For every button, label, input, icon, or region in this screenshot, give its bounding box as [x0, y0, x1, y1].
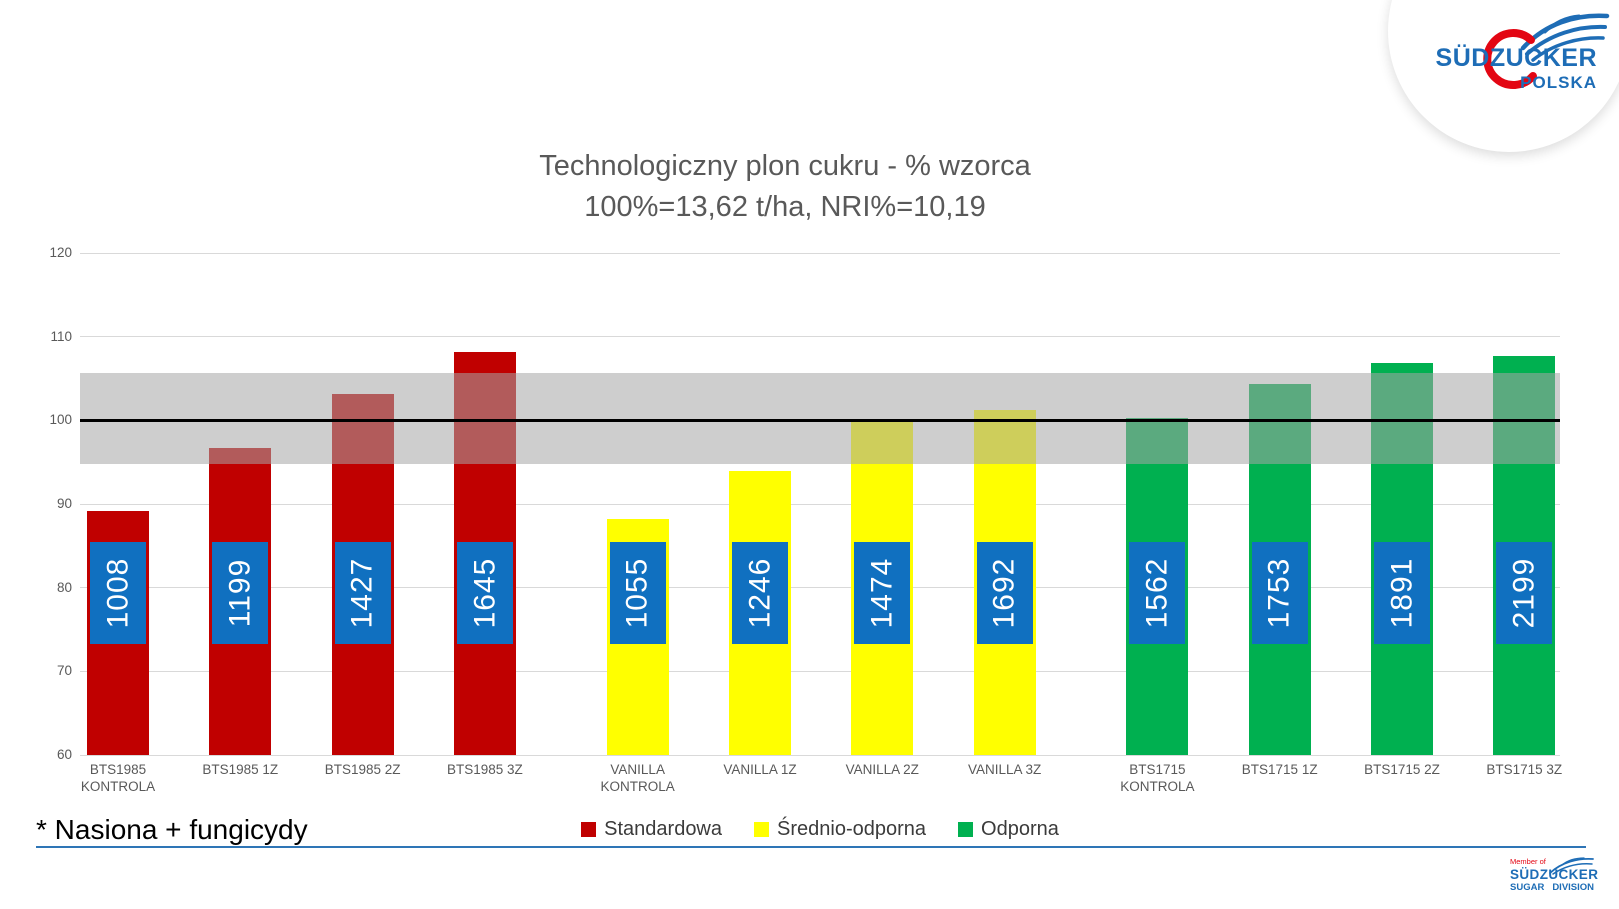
bar-value-label: 1055 — [609, 541, 666, 644]
y-axis-tick-label: 60 — [56, 747, 72, 762]
plot-area: 60 70 80 90 100 110 120 1008 BTS1985 KONTROLA 1199… — [49, 245, 1562, 794]
bar-value-label: 1474 — [854, 541, 911, 644]
bar-value-label: 1891 — [1374, 541, 1430, 644]
bar-value-text: 1008 — [101, 557, 134, 629]
gridline — [80, 754, 1560, 756]
gridline — [80, 336, 1560, 338]
bar-value-label: 1562 — [1129, 541, 1186, 644]
logo-brand-text: SÜDZUCKER — [1435, 44, 1597, 72]
legend-swatch — [581, 822, 597, 837]
x-axis-category-label: BTS1985 KONTROLA — [80, 762, 156, 794]
gridline — [80, 503, 1560, 505]
legend-item: Średnio-odporna — [754, 818, 926, 841]
x-axis-category-label: BTS1715 2Z — [1364, 762, 1440, 777]
y-axis-tick-label: 110 — [50, 328, 72, 344]
bar-value-label: 1753 — [1251, 541, 1308, 644]
sudzucker-sugar-division-logo: Member of SÜDZUCKER SUGAR DIVISION — [1502, 857, 1599, 905]
division-row: SUGAR DIVISION — [1510, 882, 1594, 893]
logo-brand-text-small: SÜDZUCKER — [1510, 867, 1599, 882]
y-axis-tick-label: 120 — [49, 245, 72, 260]
bar-value-label: 2199 — [1496, 541, 1553, 644]
bar-value-text: 1246 — [743, 557, 776, 629]
x-axis-category-label: BTS1985 2Z — [324, 762, 401, 777]
gridline — [80, 587, 1560, 589]
chart-title-line1: Technologiczny plon cukru - % wzorca — [539, 150, 1031, 182]
legend-label: Średnio-odporna — [777, 818, 927, 840]
x-axis-category-label: VANILLA KONTROLA — [600, 762, 675, 794]
wheat-and-swoosh-icon — [1483, 13, 1610, 89]
bar-value-label: 1008 — [90, 541, 146, 644]
gridline — [80, 670, 1560, 672]
x-axis-category-label: VANILLA 1Z — [723, 762, 797, 777]
legend: Standardowa Średnio-odporna Odporna — [80, 818, 1560, 841]
y-axis-tick-label: 100 — [49, 412, 72, 428]
division-right-text: DIVISION — [1552, 882, 1595, 893]
bar-value-label: 1246 — [732, 541, 788, 644]
footnote: * Nasiona + fungicydy — [36, 814, 308, 845]
bar-value-text: 1199 — [223, 558, 257, 627]
legend-label: Standardowa — [604, 818, 723, 840]
sudzucker-polska-logo: SÜDZUCKER POLSKA — [1395, 6, 1615, 116]
bar-value-text: 1891 — [1385, 557, 1418, 629]
bar-value-text: 1645 — [467, 557, 501, 629]
legend-swatch — [958, 822, 974, 837]
bar-value-label: 1692 — [976, 541, 1033, 644]
division-left-text: SUGAR — [1510, 882, 1545, 893]
x-axis-category-label: VANILLA 3Z — [967, 762, 1042, 777]
y-axis-tick-label: 70 — [56, 663, 72, 679]
member-of-text: Member of — [1510, 857, 1546, 866]
legend-item: Odporna — [958, 818, 1059, 841]
y-axis-tick-label: 90 — [56, 496, 72, 511]
bar-value-text: 2199 — [1507, 557, 1541, 629]
x-axis-category-label: BTS1715 3Z — [1486, 762, 1563, 777]
legend-item: Standardowa — [581, 818, 722, 841]
bar-value-label: 1199 — [212, 541, 269, 644]
mini-wheat-icon — [1549, 857, 1594, 875]
chart-title-line2: 100%=13,62 t/ha, NRI%=10,19 — [584, 191, 986, 223]
bar-value-text: 1692 — [987, 557, 1021, 629]
bar-value-label: 1645 — [456, 541, 513, 644]
x-axis-category-label: VANILLA 2Z — [845, 762, 919, 777]
bar-value-text: 1427 — [345, 557, 379, 629]
x-axis-category-label: BTS1715 1Z — [1241, 762, 1318, 777]
x-axis-category-label: BTS1715 KONTROLA — [1120, 762, 1195, 794]
reference-band — [80, 372, 1560, 464]
reference-line-100 — [80, 418, 1560, 422]
bar-value-text: 1562 — [1140, 557, 1174, 629]
x-axis-category-label: BTS1985 3Z — [446, 762, 523, 777]
divider-line — [36, 846, 1586, 848]
x-axis-category-label: BTS1985 1Z — [202, 762, 279, 777]
gridline — [80, 252, 1560, 254]
chart-title: Technologiczny plon cukru - % wzorca 100… — [80, 146, 1490, 228]
legend-swatch — [754, 822, 770, 837]
legend-label: Odporna — [981, 818, 1059, 840]
bar-value-text: 1055 — [620, 557, 654, 629]
bar-value-label: 1427 — [334, 541, 391, 644]
bar-value-text: 1753 — [1262, 557, 1296, 629]
y-axis-tick-label: 80 — [56, 579, 72, 595]
logo-region-text: POLSKA — [1520, 73, 1597, 92]
bar-value-text: 1474 — [865, 557, 899, 629]
